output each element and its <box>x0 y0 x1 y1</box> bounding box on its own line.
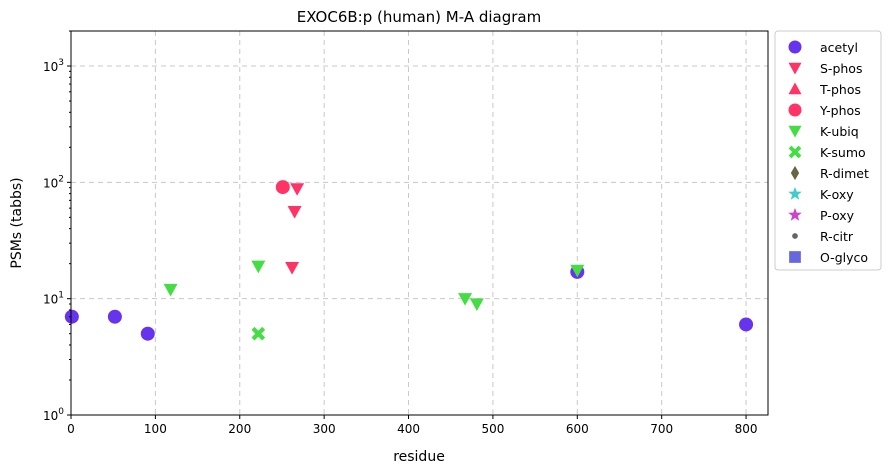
legend-label-k-oxy: K-oxy <box>820 187 854 202</box>
legend-label-o-glyco: O-glyco <box>820 250 868 265</box>
x-tick-label: 500 <box>481 422 504 436</box>
chart-title: EXOC6B:p (human) M-A diagram <box>297 8 541 26</box>
legend-label-r-dimet: R-dimet <box>820 166 869 181</box>
point-y-phos <box>275 180 290 195</box>
legend-label-k-ubiq: K-ubiq <box>820 124 859 139</box>
legend-label-t-phos: T-phos <box>819 82 861 97</box>
x-axis-ticks: 0 100 200 300 400 500 600 700 800 <box>67 415 758 436</box>
legend-label-y-phos: Y-phos <box>819 103 861 118</box>
y-tick-label: 101 <box>43 291 64 307</box>
y-tick-label: 102 <box>43 174 64 190</box>
x-tick-label: 100 <box>144 422 167 436</box>
point-k-ubiq <box>469 298 484 311</box>
legend-label-r-citr: R-citr <box>820 229 854 244</box>
point-acetyl <box>140 326 155 341</box>
x-tick-label: 200 <box>228 422 251 436</box>
legend-label-s-phos: S-phos <box>820 61 862 76</box>
legend-marker-s-phos <box>788 62 802 75</box>
point-k-ubiq <box>163 283 178 297</box>
point-k-ubiq <box>251 260 266 274</box>
x-tick-label: 300 <box>313 422 336 436</box>
point-acetyl <box>64 309 79 324</box>
legend-label-p-oxy: P-oxy <box>820 208 855 223</box>
plot-frame <box>70 30 769 416</box>
grid-lines <box>71 31 768 415</box>
legend-marker-k-oxy <box>788 186 802 200</box>
x-tick-label: 0 <box>67 422 75 436</box>
y-axis-label: PSMs (tabbs) <box>9 177 25 268</box>
point-k-sumo <box>251 326 266 341</box>
x-tick-label: 800 <box>735 422 758 436</box>
legend-marker-acetyl <box>788 40 802 54</box>
x-tick-label: 700 <box>650 422 673 436</box>
legend-label-acetyl: acetyl <box>820 40 858 55</box>
x-marker-stroke <box>251 326 266 341</box>
x-marker-stroke <box>788 145 802 159</box>
data-markers <box>64 180 754 341</box>
legend-marker-y-phos <box>788 103 802 117</box>
x-tick-label: 600 <box>566 422 589 436</box>
y-tick-label: 100 <box>43 407 64 423</box>
legend-marker-r-dimet <box>790 165 800 181</box>
legend-marker-t-phos <box>788 82 802 95</box>
point-s-phos <box>290 183 305 196</box>
legend: acetyl S-phos T-phos Y-phos K-ubiq K-sumo R-di… <box>774 30 882 271</box>
legend-marker-k-ubiq <box>788 125 802 138</box>
x-tick-label: 400 <box>397 422 420 436</box>
legend-marker-k-sumo <box>788 145 802 159</box>
legend-box <box>774 30 882 271</box>
x-axis-label: residue <box>393 449 445 465</box>
point-s-phos <box>285 261 300 275</box>
y-tick-label: 103 <box>43 58 64 74</box>
point-k-ubiq <box>458 293 473 306</box>
y-axis-ticks: 100 101 102 103 <box>43 30 71 423</box>
legend-marker-r-citr <box>792 233 798 239</box>
point-s-phos <box>287 206 302 219</box>
point-acetyl <box>739 317 754 332</box>
legend-label-k-sumo: K-sumo <box>820 145 866 160</box>
point-k-ubiq <box>570 264 585 278</box>
point-acetyl <box>107 309 122 324</box>
legend-marker-p-oxy <box>788 207 802 221</box>
legend-marker-o-glyco <box>789 251 801 263</box>
